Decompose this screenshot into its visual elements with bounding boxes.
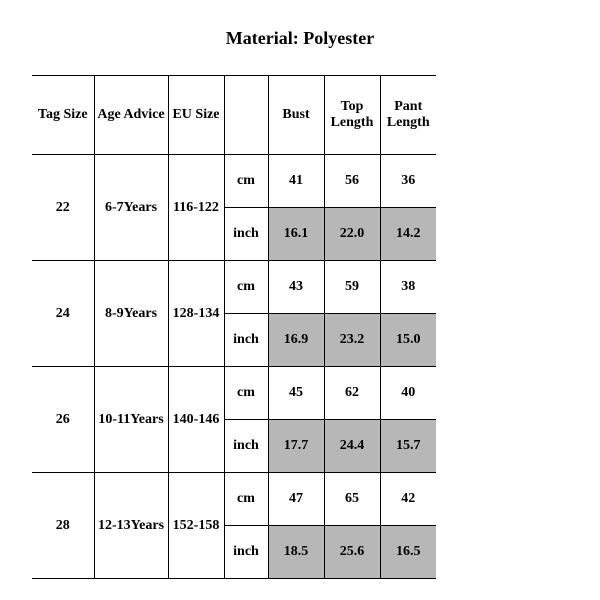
cell-age-advice: 8-9Years xyxy=(94,261,168,367)
cell-top-length: 59 xyxy=(324,261,380,314)
cell-tag-size: 28 xyxy=(32,473,94,579)
cell-bust: 41 xyxy=(268,155,324,208)
cell-pant-length: 15.7 xyxy=(380,420,436,473)
cell-top-length: 65 xyxy=(324,473,380,526)
cell-unit-inch: inch xyxy=(224,526,268,579)
cell-top-length: 62 xyxy=(324,367,380,420)
cell-tag-size: 24 xyxy=(32,261,94,367)
cell-age-advice: 6-7Years xyxy=(94,155,168,261)
cell-unit-cm: cm xyxy=(224,261,268,314)
cell-bust: 16.1 xyxy=(268,208,324,261)
cell-pant-length: 42 xyxy=(380,473,436,526)
cell-pant-length: 16.5 xyxy=(380,526,436,579)
cell-eu-size: 140-146 xyxy=(168,367,224,473)
cell-bust: 18.5 xyxy=(268,526,324,579)
header-unit xyxy=(224,76,268,155)
header-tag-size: Tag Size xyxy=(32,76,94,155)
header-pant-length: Pant Length xyxy=(380,76,436,155)
header-row: Tag Size Age Advice EU Size Bust Top Len… xyxy=(32,76,436,155)
header-top-length: Top Length xyxy=(324,76,380,155)
cell-pant-length: 36 xyxy=(380,155,436,208)
header-bust: Bust xyxy=(268,76,324,155)
cell-bust: 47 xyxy=(268,473,324,526)
cell-eu-size: 152-158 xyxy=(168,473,224,579)
size-chart-document: Material: Polyester Tag Size Age Advice … xyxy=(0,0,600,600)
cell-top-length: 24.4 xyxy=(324,420,380,473)
cell-eu-size: 116-122 xyxy=(168,155,224,261)
header-eu-size: EU Size xyxy=(168,76,224,155)
header-age-advice: Age Advice xyxy=(94,76,168,155)
cell-age-advice: 10-11Years xyxy=(94,367,168,473)
cell-top-length: 23.2 xyxy=(324,314,380,367)
table-row: 22 6-7Years 116-122 cm 41 56 36 xyxy=(32,155,436,208)
cell-unit-cm: cm xyxy=(224,473,268,526)
cell-age-advice: 12-13Years xyxy=(94,473,168,579)
material-title: Material: Polyester xyxy=(0,28,600,49)
cell-unit-inch: inch xyxy=(224,314,268,367)
cell-top-length: 22.0 xyxy=(324,208,380,261)
cell-eu-size: 128-134 xyxy=(168,261,224,367)
cell-unit-inch: inch xyxy=(224,208,268,261)
cell-bust: 17.7 xyxy=(268,420,324,473)
cell-unit-inch: inch xyxy=(224,420,268,473)
cell-bust: 16.9 xyxy=(268,314,324,367)
table-row: 24 8-9Years 128-134 cm 43 59 38 xyxy=(32,261,436,314)
cell-bust: 45 xyxy=(268,367,324,420)
table-row: 26 10-11Years 140-146 cm 45 62 40 xyxy=(32,367,436,420)
cell-top-length: 25.6 xyxy=(324,526,380,579)
cell-tag-size: 26 xyxy=(32,367,94,473)
size-chart-table: Tag Size Age Advice EU Size Bust Top Len… xyxy=(32,75,436,579)
cell-pant-length: 40 xyxy=(380,367,436,420)
cell-unit-cm: cm xyxy=(224,367,268,420)
cell-pant-length: 14.2 xyxy=(380,208,436,261)
table-row: 28 12-13Years 152-158 cm 47 65 42 xyxy=(32,473,436,526)
cell-unit-cm: cm xyxy=(224,155,268,208)
cell-pant-length: 15.0 xyxy=(380,314,436,367)
size-chart-body: 22 6-7Years 116-122 cm 41 56 36 inch 16.… xyxy=(32,155,436,579)
cell-tag-size: 22 xyxy=(32,155,94,261)
cell-bust: 43 xyxy=(268,261,324,314)
cell-top-length: 56 xyxy=(324,155,380,208)
cell-pant-length: 38 xyxy=(380,261,436,314)
